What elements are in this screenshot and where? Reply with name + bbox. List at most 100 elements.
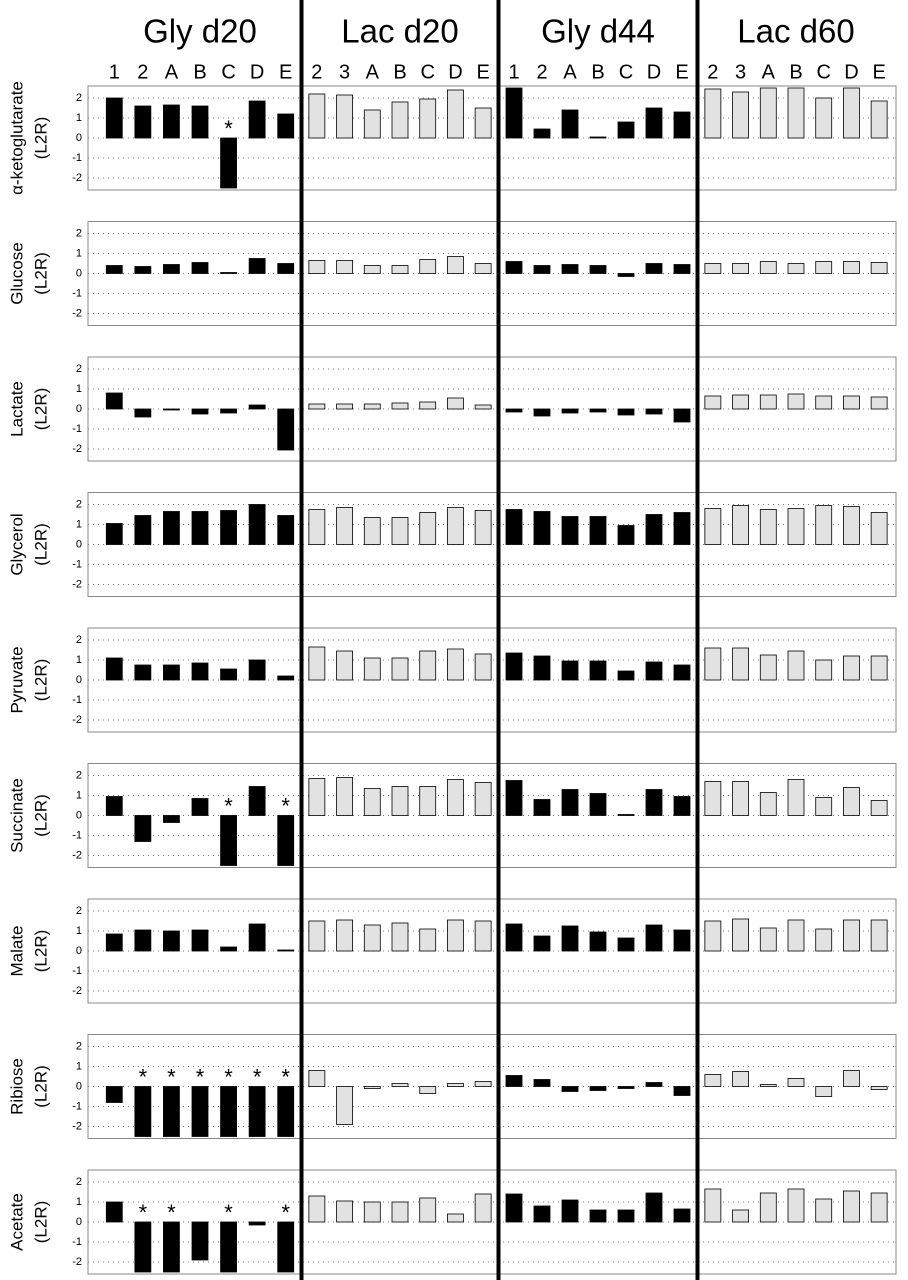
bar	[787, 650, 805, 681]
category-label: 3	[339, 61, 350, 83]
y-axis-label: (L2R)	[31, 388, 50, 431]
bar	[704, 1074, 722, 1087]
bar	[391, 922, 409, 952]
bar	[505, 1193, 523, 1223]
bar	[391, 1083, 409, 1087]
group-title: Gly d44	[541, 13, 655, 50]
bar	[617, 1086, 635, 1089]
bar	[248, 258, 266, 274]
bar	[589, 660, 607, 681]
bar	[645, 661, 663, 681]
category-label: 2	[311, 61, 322, 83]
bar	[759, 927, 777, 952]
bar	[447, 919, 464, 952]
bar	[474, 1193, 492, 1223]
y-axis-label: Succinate	[7, 778, 26, 853]
bar	[787, 87, 805, 139]
bar	[447, 648, 464, 681]
bar	[645, 263, 663, 274]
bar	[704, 920, 722, 952]
bar	[308, 260, 326, 274]
bar	[105, 523, 123, 545]
y-axis-label: α-ketoglutarate	[7, 81, 26, 195]
bar	[447, 89, 464, 139]
y-tick-label: 1	[76, 383, 82, 395]
bar	[248, 100, 266, 139]
bar	[134, 815, 152, 842]
bar	[163, 408, 180, 411]
bar	[843, 395, 860, 410]
bar	[732, 781, 749, 816]
bar	[617, 273, 635, 277]
bar	[759, 394, 777, 410]
bar	[163, 104, 180, 139]
bar	[277, 408, 295, 451]
bar	[843, 919, 860, 952]
y-tick-label: -2	[72, 443, 82, 455]
bar	[308, 1195, 326, 1223]
bar	[505, 652, 523, 681]
y-tick-label: -1	[72, 829, 82, 841]
bar	[308, 920, 326, 952]
bar	[474, 782, 492, 816]
bar	[163, 1221, 180, 1273]
bar	[505, 261, 523, 274]
bar	[277, 113, 295, 139]
bar	[645, 789, 663, 816]
bar	[843, 787, 860, 816]
y-axis-label: (L2R)	[31, 659, 50, 702]
bar	[277, 1221, 295, 1273]
bar	[704, 647, 722, 681]
category-label: D	[448, 61, 462, 83]
bar	[308, 646, 326, 681]
bar	[732, 647, 749, 681]
bar	[308, 1070, 326, 1087]
y-tick-label: -2	[72, 849, 82, 861]
y-axis-label: Glycerol	[7, 513, 26, 575]
bar	[248, 1221, 266, 1226]
bar	[220, 946, 237, 952]
bar	[533, 655, 551, 681]
y-tick-label: 1	[76, 925, 82, 937]
bar	[561, 1199, 579, 1223]
bar	[732, 918, 749, 952]
bar	[759, 87, 777, 139]
bar	[589, 1086, 607, 1091]
bar	[704, 395, 722, 410]
category-label: B	[393, 61, 406, 83]
bar	[617, 408, 635, 416]
bar	[704, 88, 722, 139]
bar	[105, 657, 123, 681]
bar	[474, 510, 492, 545]
bar	[704, 263, 722, 274]
bar	[391, 786, 409, 816]
bar	[732, 263, 749, 274]
bar	[673, 512, 691, 545]
y-tick-label: 0	[76, 674, 82, 686]
category-label: E	[476, 61, 489, 83]
significance-marker: *	[167, 1200, 176, 1225]
bar	[505, 408, 523, 413]
y-tick-label: 0	[76, 1080, 82, 1092]
significance-marker: *	[281, 793, 290, 818]
y-tick-label: 2	[76, 92, 82, 104]
bar	[447, 397, 464, 410]
bar	[163, 815, 180, 823]
bar	[815, 505, 833, 545]
y-tick-label: -2	[72, 714, 82, 726]
bar	[191, 929, 209, 952]
bar	[419, 259, 437, 274]
bar	[617, 121, 635, 139]
y-tick-label: 2	[76, 905, 82, 917]
bar	[645, 924, 663, 952]
bar	[589, 1209, 607, 1223]
bar	[787, 779, 805, 816]
bar	[815, 659, 833, 681]
bar	[474, 1081, 492, 1087]
y-tick-label: 2	[76, 227, 82, 239]
bar	[336, 1086, 353, 1125]
significance-marker: *	[224, 116, 233, 141]
bar	[336, 650, 353, 681]
